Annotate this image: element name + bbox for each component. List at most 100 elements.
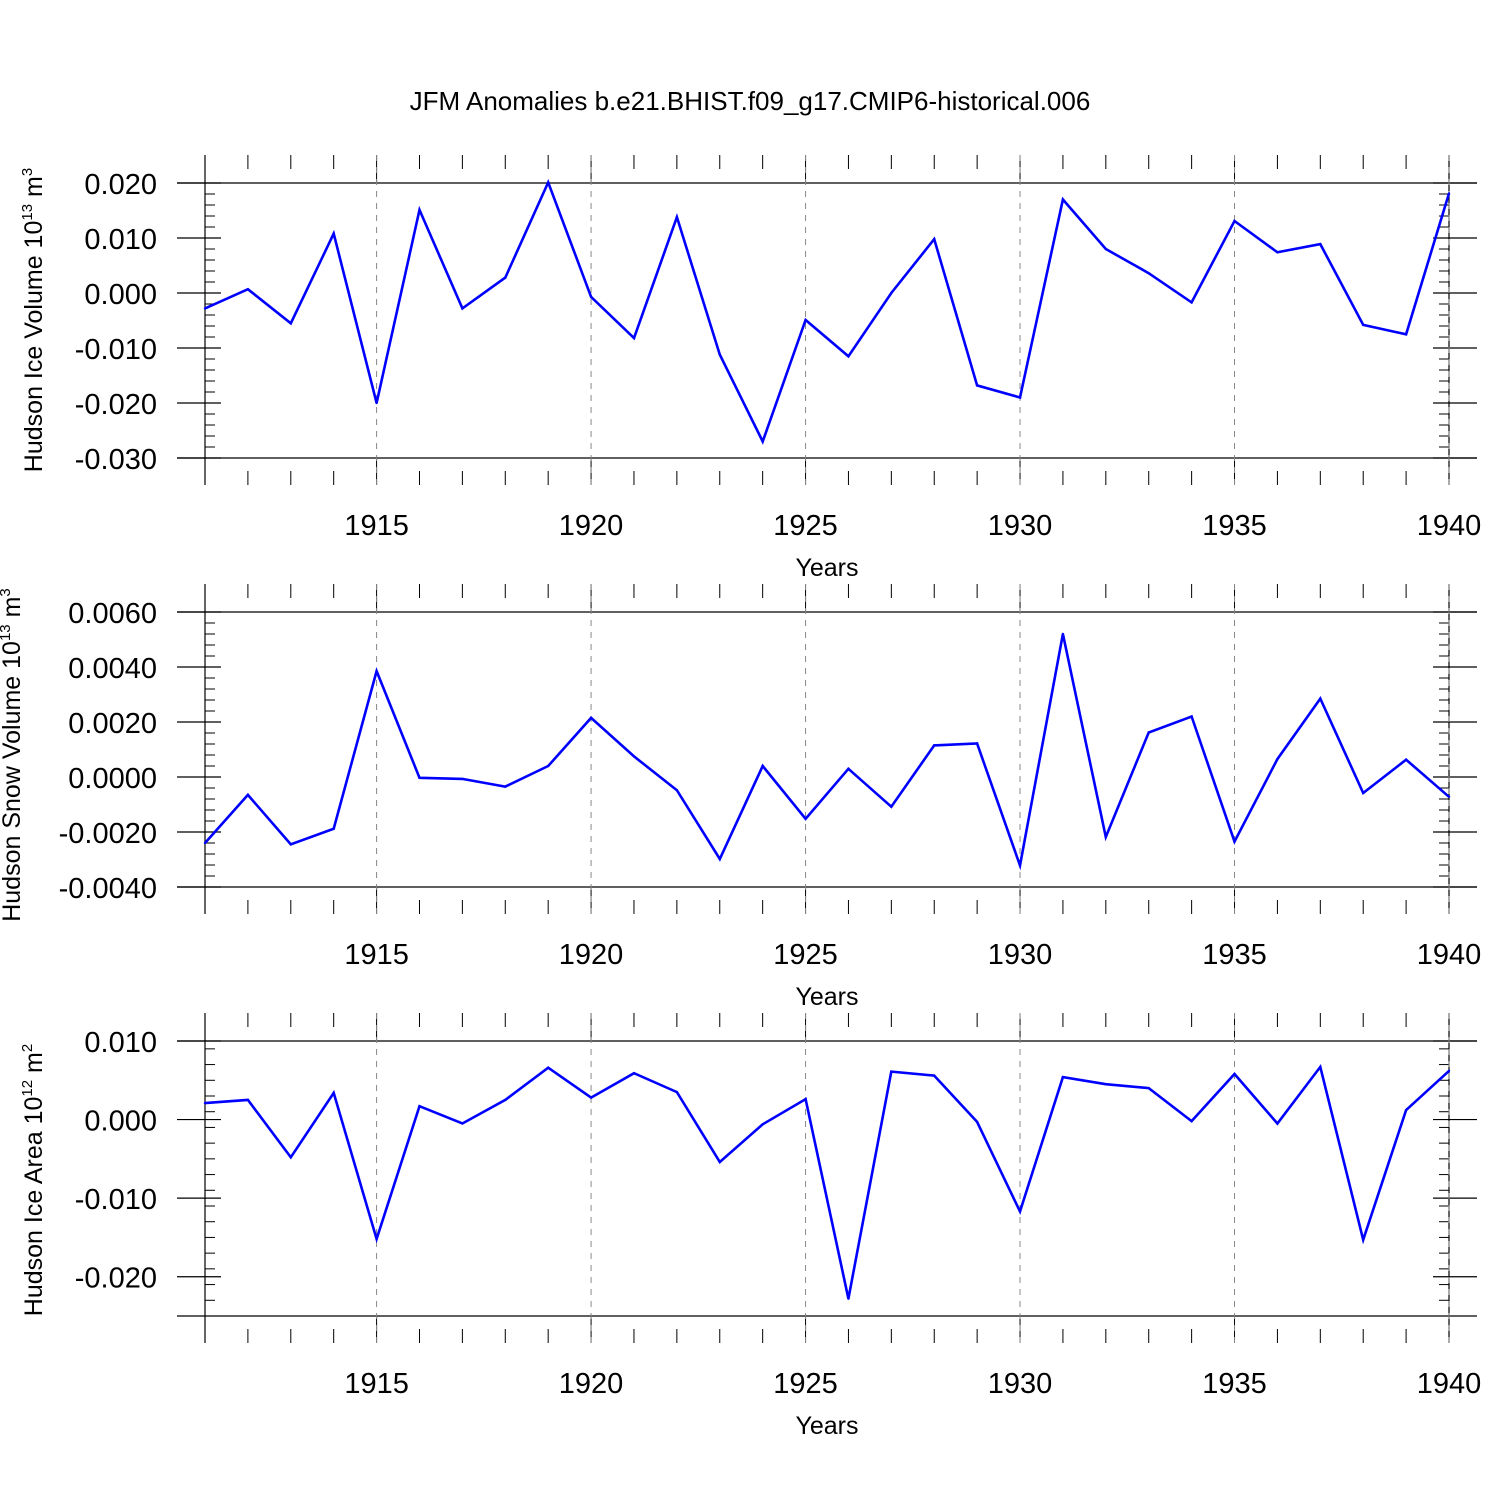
data-point bbox=[847, 1297, 850, 1300]
data-point bbox=[289, 322, 292, 325]
data-point bbox=[546, 764, 550, 768]
data-point bbox=[1233, 219, 1236, 223]
data-point bbox=[1233, 840, 1236, 843]
data-point bbox=[203, 1101, 207, 1105]
data-point bbox=[1362, 791, 1365, 795]
series-line bbox=[204, 633, 1450, 871]
y-axis-label: Hudson Ice Volume 1013 m3 bbox=[19, 168, 48, 472]
data-point bbox=[632, 336, 636, 340]
x-tick-label: 1930 bbox=[988, 939, 1053, 971]
data-point bbox=[375, 1237, 378, 1241]
x-tick-label: 1925 bbox=[773, 939, 838, 971]
data-point bbox=[504, 785, 507, 788]
data-point bbox=[890, 1070, 893, 1073]
data-point bbox=[675, 215, 679, 219]
data-point bbox=[203, 841, 207, 845]
data-point bbox=[933, 1074, 936, 1077]
data-point bbox=[1319, 697, 1322, 700]
x-tick-label: 1920 bbox=[559, 1368, 624, 1400]
data-point bbox=[804, 817, 807, 820]
series-line bbox=[204, 1063, 1450, 1299]
x-tick-label: 1920 bbox=[559, 939, 624, 971]
y-tick-label: -0.010 bbox=[75, 1184, 157, 1216]
data-point bbox=[1190, 1119, 1193, 1123]
y-tick-label: 0.0060 bbox=[68, 598, 157, 630]
data-point bbox=[1147, 731, 1150, 734]
data-point bbox=[289, 1156, 292, 1159]
data-point bbox=[1147, 272, 1150, 275]
chart-panel-3: -0.020 -0.010 0.000 0.010 1915 1920 1925 1930 19… bbox=[19, 1013, 1481, 1440]
data-point bbox=[718, 353, 721, 356]
data-point bbox=[418, 776, 421, 780]
x-tick-label: 1940 bbox=[1417, 510, 1482, 542]
data-point bbox=[289, 843, 292, 846]
data-point bbox=[675, 789, 679, 792]
data-point bbox=[933, 237, 936, 241]
data-point bbox=[804, 1097, 807, 1101]
data-point bbox=[332, 1091, 335, 1095]
y-tick-label: -0.0020 bbox=[59, 818, 157, 850]
x-axis-label: Years bbox=[795, 554, 858, 582]
data-point bbox=[975, 1120, 979, 1124]
x-tick-label: 1925 bbox=[773, 510, 838, 542]
data-point bbox=[332, 232, 335, 235]
y-tick-label: 0.0040 bbox=[68, 653, 157, 685]
y-tick-label: 0.000 bbox=[84, 279, 157, 311]
data-point bbox=[461, 307, 464, 310]
data-point bbox=[546, 1066, 550, 1069]
data-point bbox=[718, 857, 721, 861]
x-tick-label: 1940 bbox=[1417, 939, 1482, 971]
data-point bbox=[1447, 795, 1451, 798]
data-point bbox=[1319, 242, 1322, 246]
data-point bbox=[1404, 758, 1408, 761]
data-point bbox=[847, 355, 850, 358]
x-tick-label: 1940 bbox=[1417, 1368, 1482, 1400]
y-tick-label: 0.0020 bbox=[68, 708, 157, 740]
data-point bbox=[418, 208, 421, 212]
x-tick-label: 1925 bbox=[773, 1368, 838, 1400]
data-point bbox=[332, 827, 335, 830]
main-title: JFM Anomalies b.e21.BHIST.f09_g17.CMIP6-… bbox=[410, 86, 1091, 116]
y-tick-label: 0.010 bbox=[84, 1027, 157, 1059]
data-point bbox=[761, 764, 764, 768]
data-point bbox=[675, 1090, 679, 1094]
data-point bbox=[418, 1105, 421, 1108]
data-point bbox=[761, 440, 764, 443]
x-tick-label: 1915 bbox=[344, 939, 409, 971]
y-axis-label: Hudson Ice Area 1012 m2 bbox=[19, 1044, 48, 1316]
data-point bbox=[761, 1123, 764, 1126]
data-point bbox=[718, 1160, 721, 1164]
data-point bbox=[461, 777, 464, 781]
data-point bbox=[546, 181, 550, 184]
y-tick-label: -0.010 bbox=[75, 334, 157, 366]
data-point bbox=[1404, 333, 1408, 336]
data-point bbox=[890, 291, 893, 295]
data-point bbox=[1404, 1108, 1408, 1112]
data-point bbox=[1276, 1122, 1279, 1125]
data-point bbox=[632, 1072, 636, 1075]
data-point bbox=[1147, 1086, 1150, 1090]
data-point bbox=[1018, 864, 1022, 867]
data-point bbox=[1447, 192, 1451, 195]
y-tick-label: 0.020 bbox=[84, 169, 157, 201]
data-point bbox=[1233, 1072, 1236, 1076]
data-point bbox=[1104, 247, 1108, 251]
data-point bbox=[1190, 301, 1193, 304]
data-point bbox=[246, 793, 250, 797]
data-point bbox=[1061, 632, 1065, 636]
data-point bbox=[804, 318, 807, 322]
data-point bbox=[890, 805, 893, 808]
data-point bbox=[589, 295, 593, 299]
data-point bbox=[975, 742, 979, 745]
data-point bbox=[847, 767, 850, 770]
data-point bbox=[1061, 1075, 1065, 1079]
data-point bbox=[504, 276, 507, 279]
x-tick-label: 1935 bbox=[1202, 939, 1267, 971]
y-tick-label: 0.0000 bbox=[68, 763, 157, 795]
x-tick-label: 1935 bbox=[1202, 510, 1267, 542]
x-axis-label: Years bbox=[795, 983, 858, 1011]
data-point bbox=[1276, 757, 1279, 761]
data-point bbox=[1104, 1083, 1108, 1086]
x-tick-label: 1915 bbox=[344, 1368, 409, 1400]
